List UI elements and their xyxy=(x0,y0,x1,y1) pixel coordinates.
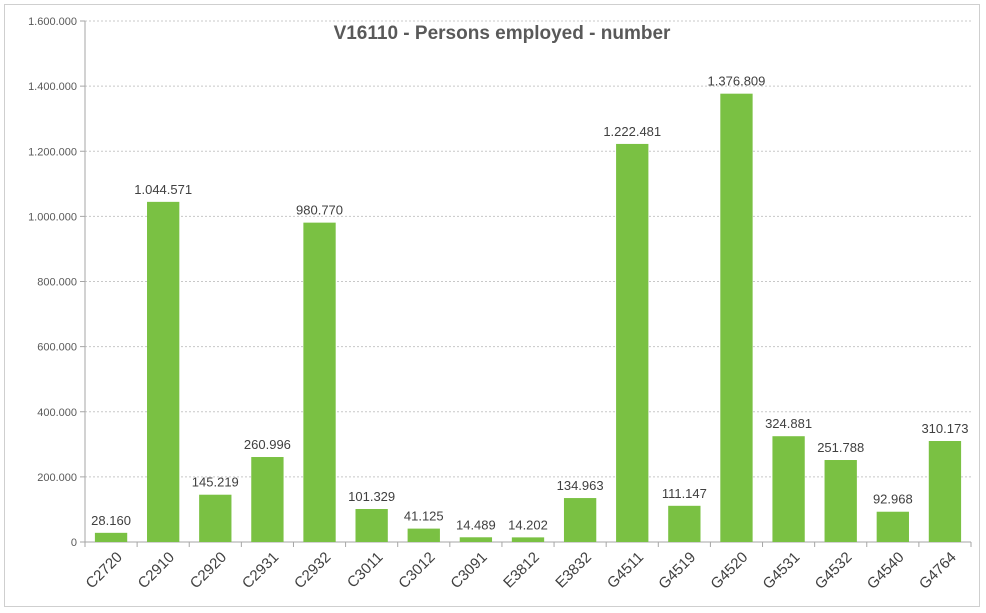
x-tick-label: G4519 xyxy=(655,549,699,593)
bar xyxy=(616,143,649,542)
bar xyxy=(355,509,388,542)
bar xyxy=(94,532,128,542)
x-tick-label: C2910 xyxy=(135,549,178,592)
bar xyxy=(720,93,753,542)
bar xyxy=(147,201,180,542)
x-tick-label: C2931 xyxy=(239,549,282,592)
data-label: 14.489 xyxy=(456,517,496,532)
x-tick-label: C3012 xyxy=(395,549,438,592)
data-label: 28.160 xyxy=(91,513,131,528)
x-tick-label: C2920 xyxy=(187,549,230,592)
data-label: 324.881 xyxy=(765,416,812,431)
x-tick-label: C2720 xyxy=(83,549,126,592)
data-label: 1.376.809 xyxy=(708,74,766,89)
gridlines xyxy=(85,20,971,478)
x-tick-label: C3011 xyxy=(344,549,386,591)
x-tick-label: C2932 xyxy=(291,549,334,592)
bar xyxy=(251,457,284,542)
bar xyxy=(407,528,440,542)
bar xyxy=(772,436,805,542)
data-labels: 28.160 1.044.571 145.219 260.996 980.770 101.… xyxy=(91,74,968,533)
data-label: 260.996 xyxy=(244,437,291,452)
bar xyxy=(459,537,493,542)
data-label: 145.219 xyxy=(192,475,239,490)
data-label: 101.329 xyxy=(348,489,395,504)
bar-chart: 0 200.000 400.000 600.000 800.000 1.000.000 1.… xyxy=(28,16,972,593)
bar xyxy=(303,222,336,542)
x-tick-label: G4532 xyxy=(812,549,856,593)
chart-title: V16110 - Persons employed - number xyxy=(334,23,671,44)
x-tick-label: G4511 xyxy=(604,549,647,592)
data-label: 41.125 xyxy=(404,509,444,524)
data-label: 980.770 xyxy=(296,203,343,218)
data-label: 92.968 xyxy=(873,492,913,507)
data-label: 310.173 xyxy=(921,421,968,436)
data-label: 134.963 xyxy=(557,478,604,493)
bar xyxy=(199,494,232,542)
bar xyxy=(928,440,962,542)
bar xyxy=(563,498,597,542)
x-tick-label: G4764 xyxy=(916,549,960,593)
y-tick-label: 1.200.000 xyxy=(28,146,77,158)
bar xyxy=(876,511,909,542)
y-tick-label: 0 xyxy=(71,537,77,549)
y-tick-label: 600.000 xyxy=(37,342,77,354)
chart-frame: 0 200.000 400.000 600.000 800.000 1.000.000 1.… xyxy=(4,4,980,607)
data-label: 251.788 xyxy=(817,440,864,455)
x-tick-label: G4540 xyxy=(864,549,908,593)
data-label: 14.202 xyxy=(508,517,548,532)
data-label: 1.044.571 xyxy=(134,182,192,197)
x-tick-label: E3812 xyxy=(500,549,543,592)
y-tick-label: 1.600.000 xyxy=(28,16,77,28)
bar xyxy=(668,505,701,542)
bar xyxy=(511,537,545,542)
bars xyxy=(94,93,962,542)
x-tick-label: G4531 xyxy=(760,549,804,593)
y-tick-label: 1.000.000 xyxy=(28,211,77,223)
data-label: 111.147 xyxy=(662,486,707,501)
x-tick-label: C3091 xyxy=(447,549,490,592)
x-tick-label: E3832 xyxy=(552,549,595,592)
y-tick-label: 400.000 xyxy=(37,407,77,419)
x-tick-label: G4520 xyxy=(707,549,751,593)
bar xyxy=(824,460,857,542)
y-tick-label: 200.000 xyxy=(37,472,77,484)
data-label: 1.222.481 xyxy=(603,124,661,139)
y-tick-label: 1.400.000 xyxy=(28,81,77,93)
y-tick-label: 800.000 xyxy=(37,277,77,289)
